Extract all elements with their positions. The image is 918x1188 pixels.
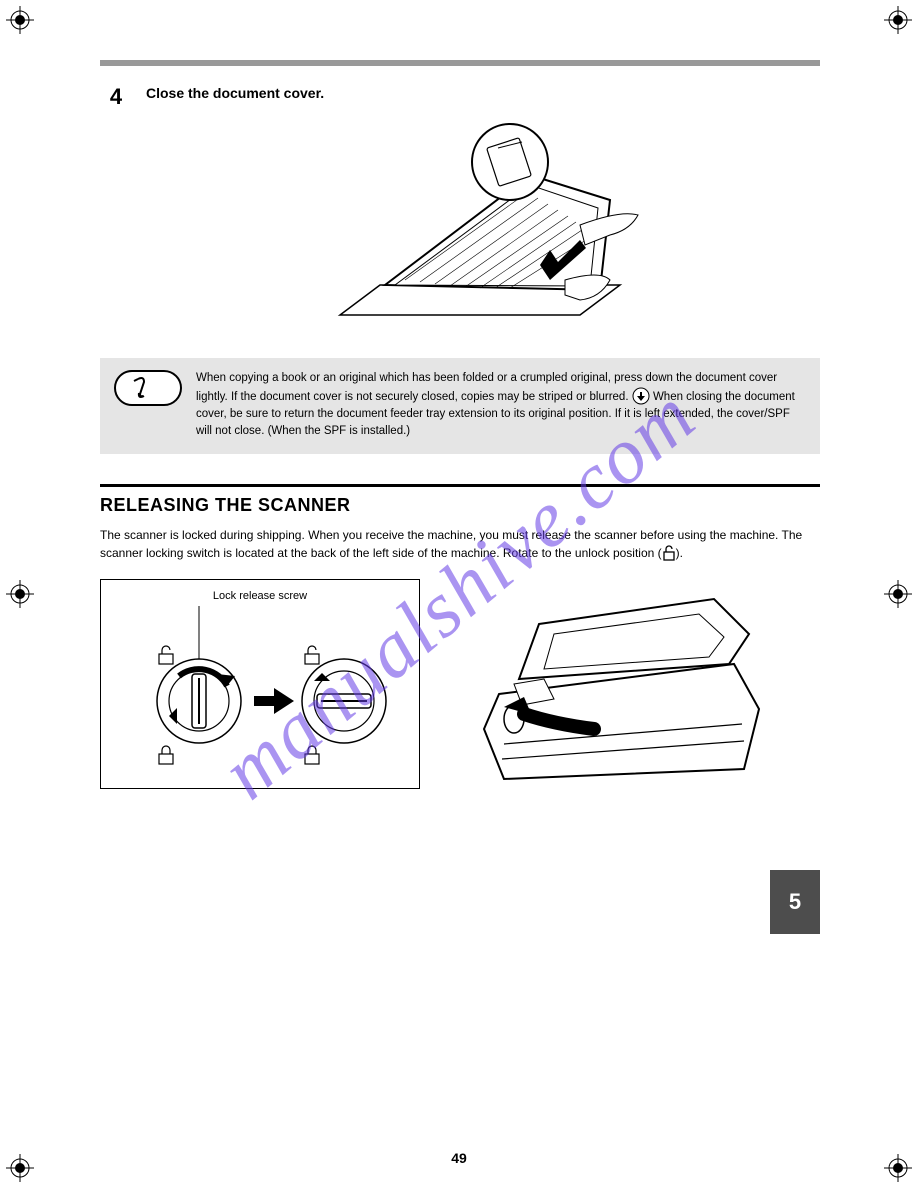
crop-mark-br xyxy=(884,1154,912,1182)
crop-mark-mr xyxy=(884,580,912,608)
section-rule xyxy=(100,484,820,487)
body-text: The scanner is locked during shipping. W… xyxy=(100,526,820,563)
crop-mark-tl xyxy=(6,6,34,34)
note-box: When copying a book or an original which… xyxy=(100,358,820,454)
note-icon xyxy=(114,370,182,406)
step-4: 4 Close the document cover. xyxy=(100,84,820,110)
step-number: 4 xyxy=(100,84,132,110)
start-key-icon xyxy=(632,387,650,407)
printer-illustration xyxy=(444,579,820,794)
figure-close-cover xyxy=(100,120,820,340)
footer-page-number: 49 xyxy=(451,1150,467,1166)
crop-mark-bl xyxy=(6,1154,34,1182)
lock-label: Lock release screw xyxy=(109,590,411,602)
unlock-icon xyxy=(662,545,676,563)
body-text-b: ). xyxy=(676,546,683,560)
section-title: RELEASING THE SCANNER xyxy=(100,495,820,516)
body-text-a: The scanner is locked during shipping. W… xyxy=(100,528,802,560)
side-page-flag: 5 xyxy=(770,870,820,934)
header-rule xyxy=(100,60,820,66)
step-text: Close the document cover. xyxy=(146,84,820,110)
figure-pair: Lock release screw xyxy=(100,579,820,794)
crop-mark-ml xyxy=(6,580,34,608)
side-flag-number: 5 xyxy=(789,889,801,915)
lock-switch-panel: Lock release screw xyxy=(100,579,420,789)
page-content: 4 Close the document cover. xyxy=(100,60,820,808)
note-text: When copying a book or an original which… xyxy=(196,370,806,440)
crop-mark-tr xyxy=(884,6,912,34)
